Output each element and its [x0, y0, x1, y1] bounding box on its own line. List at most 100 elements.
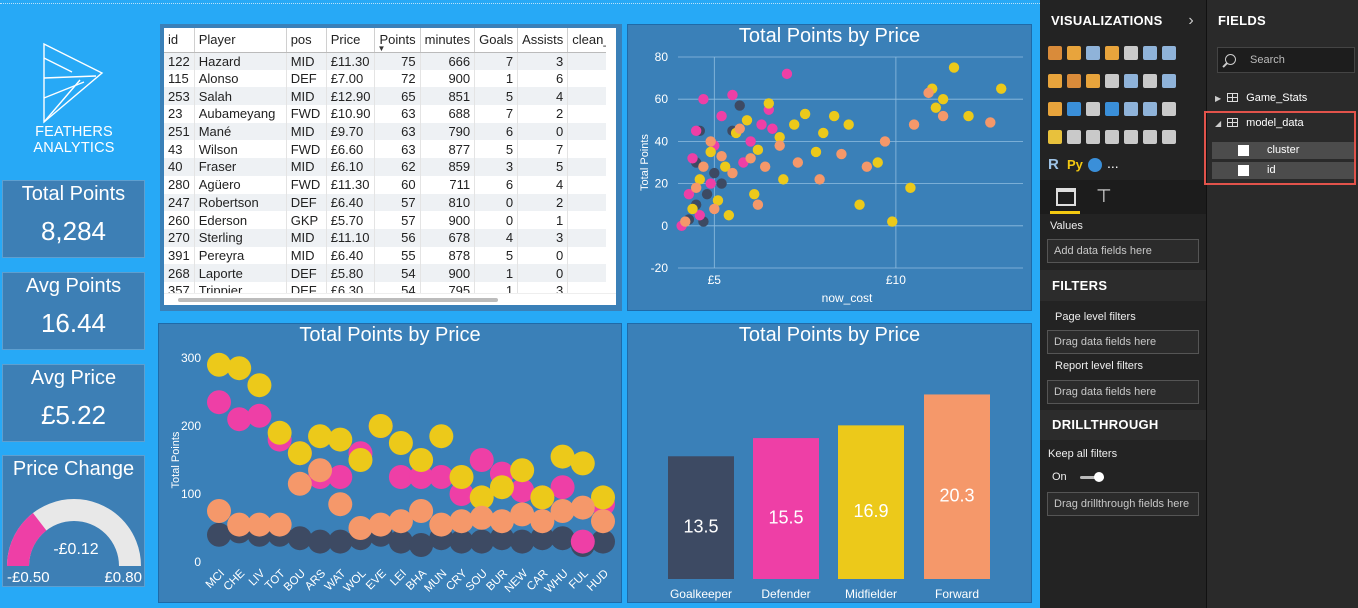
table-row[interactable]: 247 Robertson DEF £6.40 57 810 0 2	[164, 193, 616, 212]
visual-type-icon[interactable]	[1067, 130, 1081, 144]
more-visuals-icon[interactable]: ...	[1107, 155, 1119, 171]
kpi-avg-price[interactable]: Avg Price £5.22	[2, 364, 145, 442]
visual-type-icon[interactable]	[1105, 74, 1119, 88]
table-model-data[interactable]: ◢ model_data	[1215, 117, 1304, 129]
y-tick-label: 0	[661, 219, 668, 233]
table-cell: 63	[374, 140, 421, 159]
column-header[interactable]: Goals	[474, 28, 519, 53]
search-icon	[1225, 54, 1236, 65]
table-icon	[1227, 93, 1239, 102]
table-cell: 900	[420, 264, 476, 282]
team-bubble	[510, 458, 535, 483]
fields-search-input[interactable]: Search	[1217, 47, 1355, 73]
visual-type-icon[interactable]	[1048, 74, 1062, 88]
visual-type-icon[interactable]	[1086, 46, 1100, 60]
table-row[interactable]: 260 Ederson GKP £5.70 57 900 0 1	[164, 211, 616, 229]
globe-map-icon[interactable]	[1088, 158, 1102, 172]
visual-type-icon[interactable]	[1143, 46, 1157, 60]
scroll-thumb[interactable]	[178, 298, 498, 302]
kpi-total-points[interactable]: Total Points 8,284	[2, 180, 145, 258]
scatter-price-visual[interactable]: Total Points by Price 80 60 40 20 0 -20 £5 £10 n…	[627, 24, 1032, 311]
scatter-price-chart: 80 60 40 20 0 -20 £5 £10 now_cost Total Points	[639, 50, 1023, 305]
visual-type-icon[interactable]	[1105, 46, 1119, 60]
table-row[interactable]: 268 Laporte DEF £5.80 54 900 1 0	[164, 264, 616, 282]
table-row[interactable]: 43 Wilson FWD £6.60 63 877 5 7	[164, 140, 616, 159]
table-row[interactable]: 40 Fraser MID £6.10 62 859 3 5	[164, 158, 616, 176]
field-checkbox[interactable]	[1238, 145, 1249, 156]
kpi-avg-points[interactable]: Avg Points 16.44	[2, 272, 145, 350]
visual-type-icon[interactable]	[1124, 130, 1138, 144]
table-row[interactable]: 253 Salah MID £12.90 65 851 5 4	[164, 87, 616, 106]
table-row[interactable]: 391 Pereyra MID £6.40 55 878 5 0	[164, 246, 616, 265]
drillthrough-drop-zone[interactable]: Drag drillthrough fields here	[1047, 492, 1199, 516]
player-table[interactable]: id Player pos Price Points ▼ minutes Goals Assis…	[164, 28, 616, 305]
visual-type-icon[interactable]	[1105, 102, 1119, 116]
table-cell: 65	[374, 87, 421, 106]
sort-descending-icon[interactable]: ▼	[377, 43, 386, 53]
table-cell: MID	[286, 52, 327, 70]
table-cell: £11.30	[326, 175, 376, 194]
visual-type-icon[interactable]	[1067, 74, 1081, 88]
table-row[interactable]: 251 Mané MID £9.70 63 790 6 0	[164, 122, 616, 141]
visual-type-icon[interactable]	[1067, 46, 1081, 60]
visual-type-icon[interactable]	[1048, 130, 1062, 144]
player-table-visual[interactable]: id Player pos Price Points ▼ minutes Goals Assis…	[160, 24, 622, 311]
table-row[interactable]: 23 Aubameyang FWD £10.90 63 688 7 2	[164, 105, 616, 123]
table-row[interactable]: 280 Agüero FWD £11.30 60 711 6 4	[164, 175, 616, 194]
x-axis-label: now_cost	[822, 291, 873, 305]
visual-type-icon[interactable]	[1143, 74, 1157, 88]
team-bubble	[409, 533, 434, 557]
python-visual-icon[interactable]: Py	[1067, 157, 1083, 172]
table-game-stats[interactable]: ▶ Game_Stats	[1215, 92, 1307, 104]
collapse-chevron-icon[interactable]: ›	[1188, 12, 1194, 29]
scatter-point	[705, 136, 716, 147]
table-row[interactable]: 122 Hazard MID £11.30 75 666 7 3	[164, 52, 616, 70]
format-paint-roller-icon[interactable]: ⊤	[1096, 186, 1112, 206]
field-cluster[interactable]: cluster	[1212, 142, 1354, 159]
visual-type-icon[interactable]	[1086, 130, 1100, 144]
keep-filters-toggle[interactable]	[1080, 472, 1104, 482]
page-filters-drop-zone[interactable]: Drag data fields here	[1047, 330, 1199, 354]
visual-type-icon[interactable]	[1105, 130, 1119, 144]
visual-type-icon[interactable]	[1143, 130, 1157, 144]
visual-type-icon[interactable]	[1162, 46, 1176, 60]
visual-type-icon[interactable]	[1124, 46, 1138, 60]
visual-type-icon[interactable]	[1162, 130, 1176, 144]
visual-type-icon[interactable]	[1086, 74, 1100, 88]
column-header[interactable]: id	[164, 28, 195, 53]
column-header[interactable]: Price	[326, 28, 376, 53]
field-checkbox[interactable]	[1238, 165, 1249, 176]
visual-type-icon[interactable]	[1143, 102, 1157, 116]
team-bubble	[409, 465, 434, 489]
visual-type-icon[interactable]	[1124, 74, 1138, 88]
table-cell: 3	[474, 158, 519, 176]
visual-type-icon[interactable]	[1067, 102, 1081, 116]
column-header[interactable]: Points ▼	[374, 28, 421, 53]
table-cell: £11.10	[326, 228, 376, 247]
table-horizontal-scrollbar[interactable]	[164, 293, 616, 305]
collapse-arrow-icon[interactable]: ◢	[1215, 119, 1222, 128]
visual-type-icon[interactable]	[1048, 102, 1062, 116]
visual-type-icon[interactable]	[1124, 102, 1138, 116]
column-header[interactable]: Assists	[517, 28, 569, 53]
bar-position-visual[interactable]: Total Points by Price 13.5 Goalkeeper 15.5…	[627, 323, 1032, 603]
visual-type-icon[interactable]	[1048, 46, 1062, 60]
fields-tab-icon[interactable]	[1056, 188, 1076, 206]
visual-type-icon[interactable]	[1162, 74, 1176, 88]
visual-type-icon[interactable]	[1086, 102, 1100, 116]
column-header[interactable]: Player	[194, 28, 287, 53]
visual-type-icon[interactable]	[1162, 102, 1176, 116]
column-header[interactable]: minutes	[420, 28, 476, 53]
expand-arrow-icon[interactable]: ▶	[1215, 94, 1222, 103]
gauge-price-change[interactable]: Price Change -£0.12 -£0.50 £0.80	[2, 455, 145, 587]
y-tick-label: 200	[181, 419, 201, 433]
column-header[interactable]: pos	[286, 28, 327, 53]
r-visual-icon[interactable]: R	[1048, 156, 1059, 173]
values-drop-zone[interactable]: Add data fields here	[1047, 239, 1199, 263]
table-row[interactable]: 115 Alonso DEF £7.00 72 900 1 6	[164, 69, 616, 88]
report-filters-drop-zone[interactable]: Drag data fields here	[1047, 380, 1199, 404]
table-vertical-scrollbar[interactable]	[606, 28, 616, 305]
scatter-team-visual[interactable]: Total Points by Price 300 200 100 0 Total Po…	[158, 323, 622, 603]
field-id[interactable]: id	[1212, 162, 1354, 179]
table-row[interactable]: 270 Sterling MID £11.10 56 678 4 3	[164, 228, 616, 247]
